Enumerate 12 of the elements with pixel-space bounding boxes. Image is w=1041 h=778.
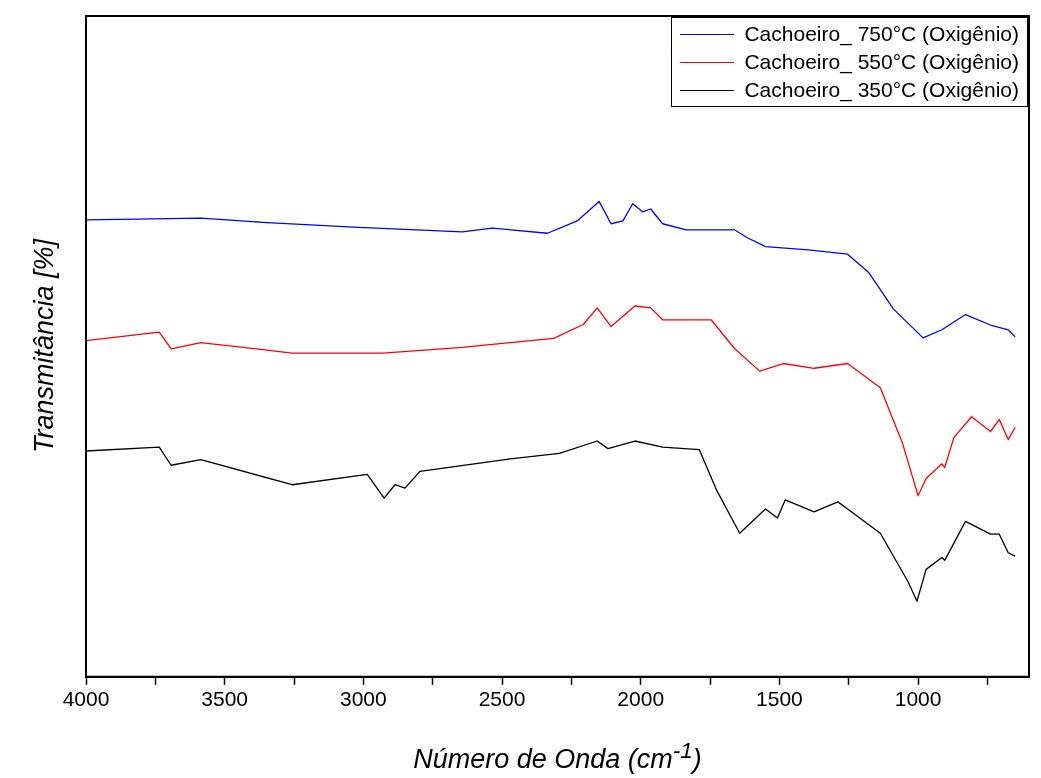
x-tick-label: 1500 <box>756 687 803 711</box>
legend-label: Cachoeiro_ 550°C (Oxigênio) <box>744 49 1019 76</box>
legend-label: Cachoeiro_ 350°C (Oxigênio) <box>744 77 1019 104</box>
x-tick-label: 3000 <box>339 687 387 711</box>
y-axis-title: Transmitância [%] <box>28 239 60 454</box>
legend-label: Cachoeiro_ 750°C (Oxigênio) <box>744 21 1019 48</box>
x-tick-label: 2500 <box>478 687 526 711</box>
x-tick-label: 1000 <box>894 687 942 711</box>
x-tick-label: 2000 <box>617 687 665 711</box>
x-tick-label: 3500 <box>201 687 249 711</box>
x-tick-label: 4000 <box>62 687 110 711</box>
x-axis-title: Número de Onda (cm$^{-1}$) <box>412 738 703 775</box>
